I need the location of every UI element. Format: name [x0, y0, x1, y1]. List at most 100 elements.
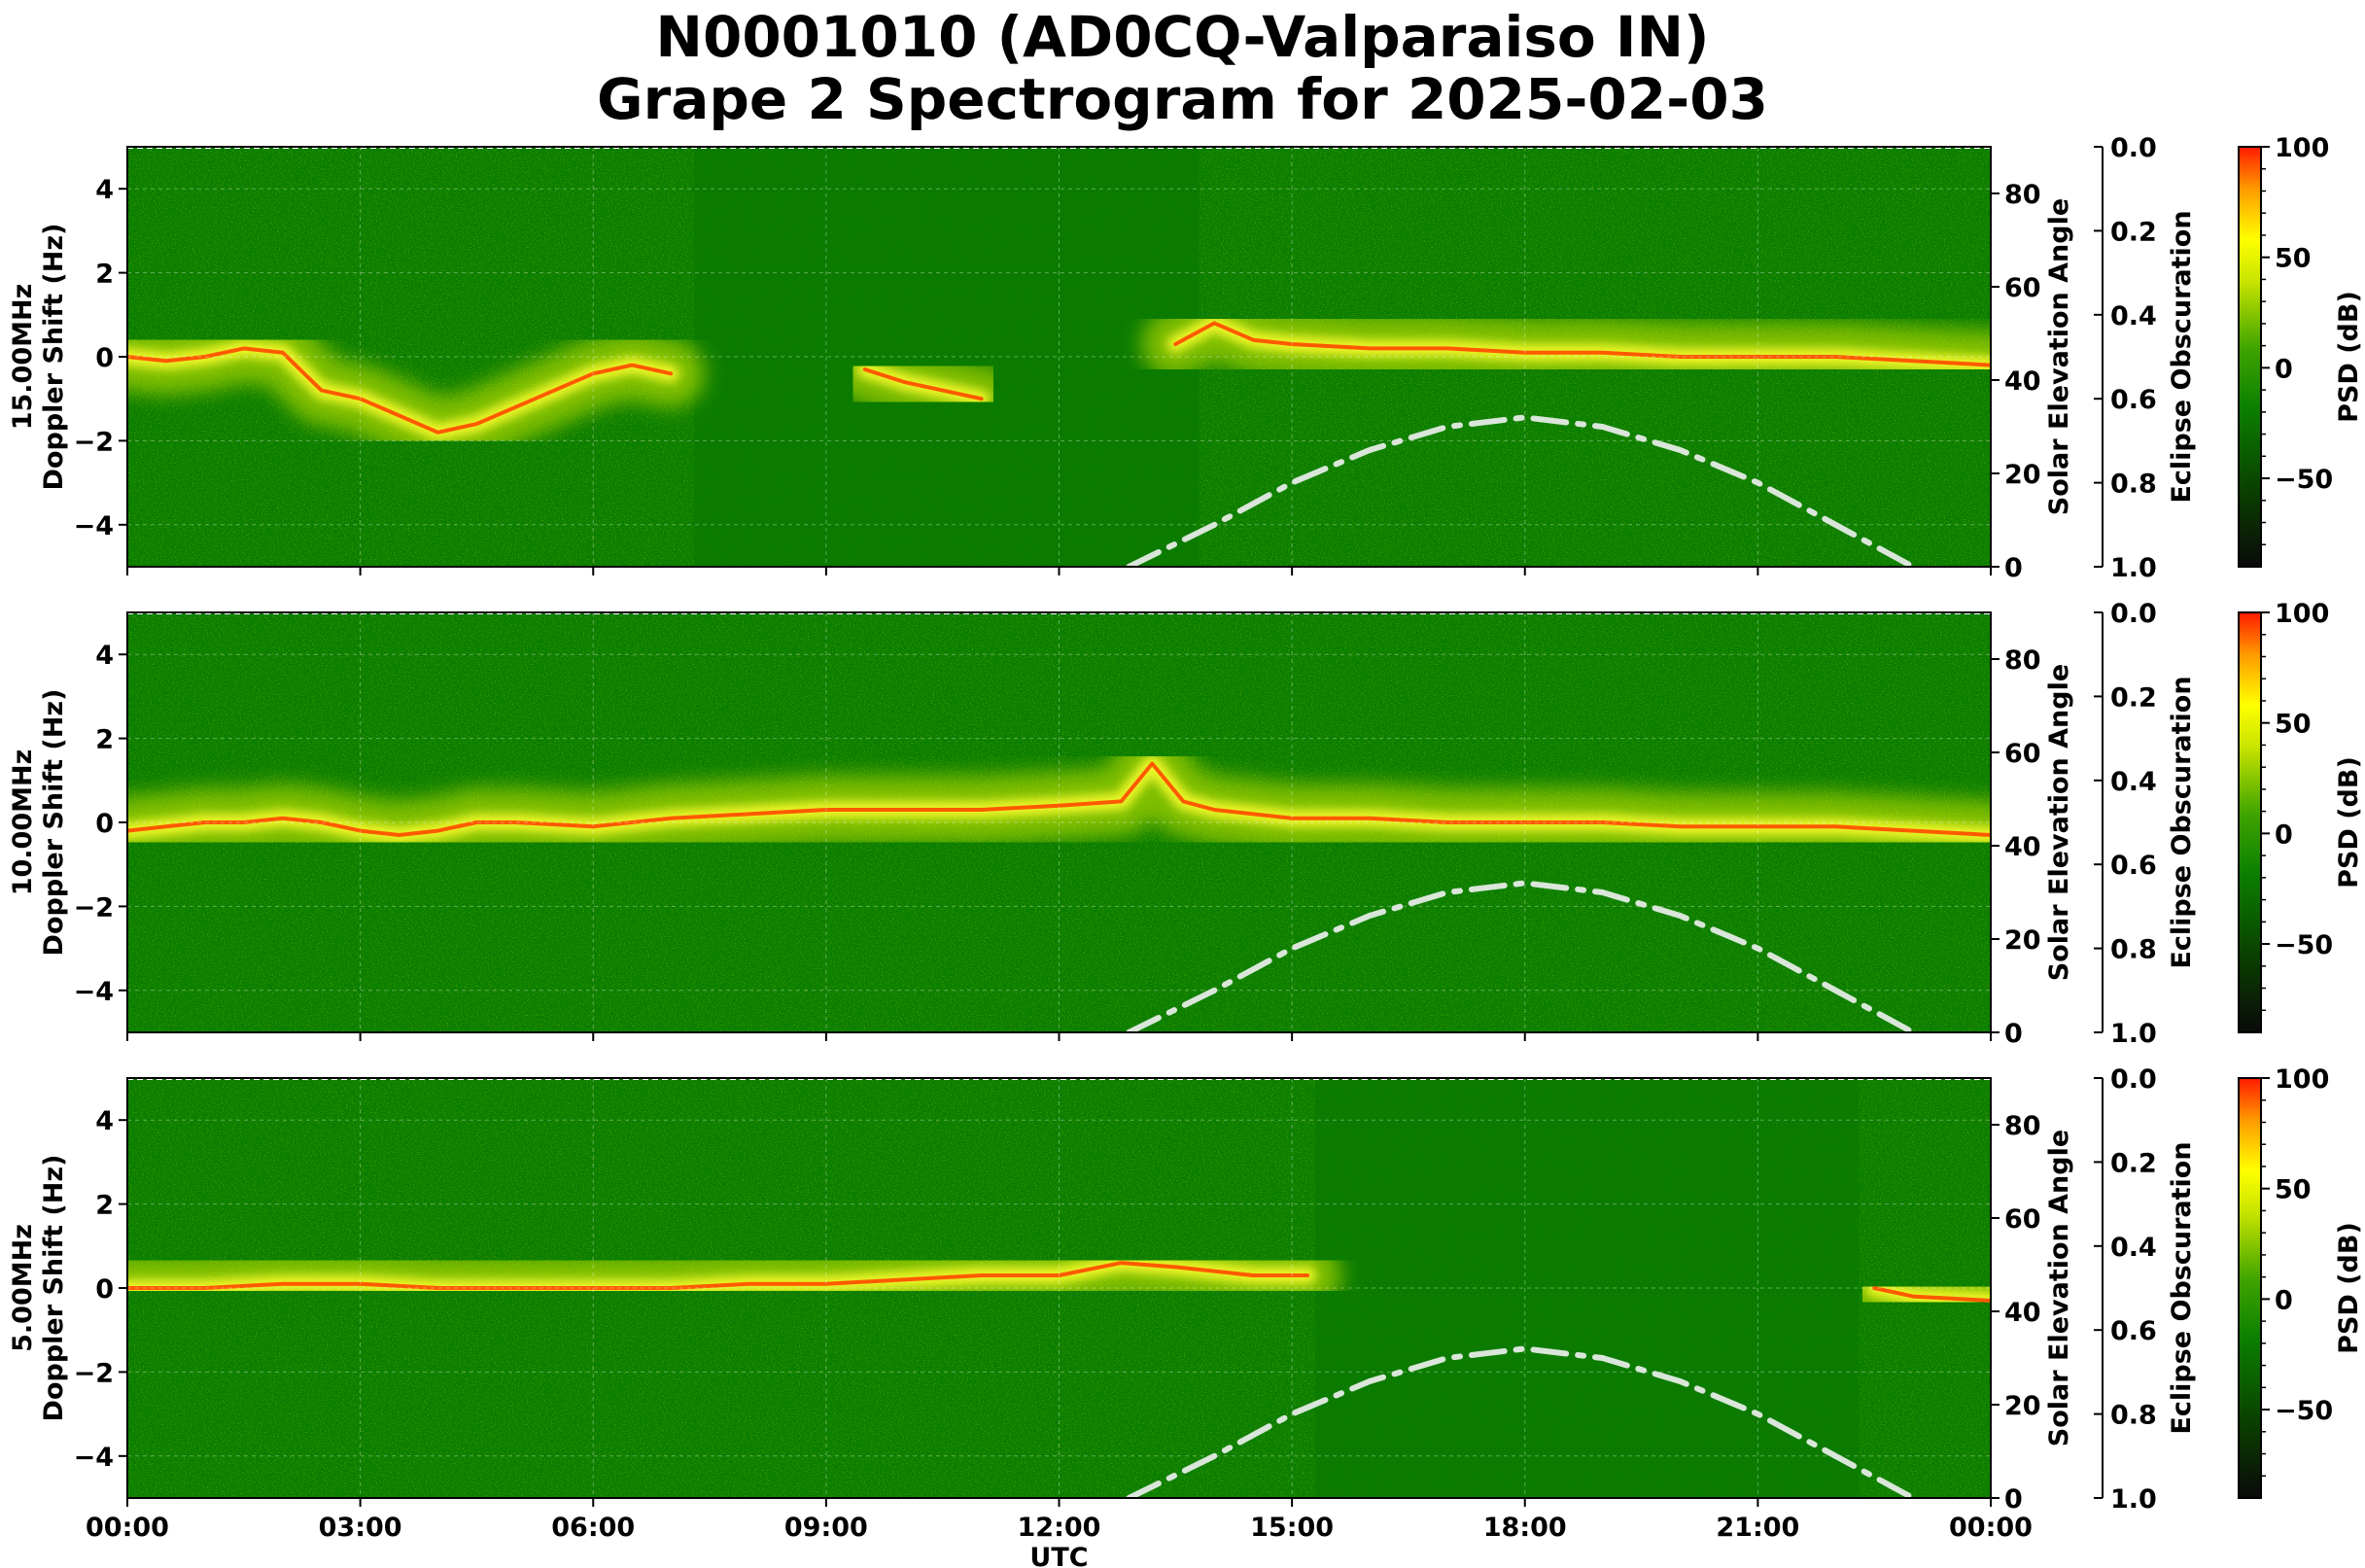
colorbar-tick-label: −50 — [2275, 930, 2333, 960]
eclipse-tick-label: 0.8 — [2110, 935, 2157, 965]
solar-tick-label: 40 — [2004, 366, 2041, 397]
solar-elevation-label: Solar Elevation Angle — [2044, 198, 2074, 515]
solar-tick-label: 0 — [2004, 1019, 2023, 1049]
eclipse-obscuration-label: Eclipse Obscuration — [2167, 210, 2197, 503]
chart-title-line-2: Grape 2 Spectrogram for 2025-02-03 — [597, 66, 1768, 132]
spectrogram-panel-5.00MHz: 420−2−45.00MHz Doppler Shift (Hz)80604020… — [8, 1064, 2364, 1568]
solar-tick-label: 60 — [2004, 1204, 2041, 1235]
y-tick-label: 4 — [95, 175, 114, 205]
eclipse-tick-label: 0.6 — [2110, 851, 2157, 881]
chart-title-line-1: N0001010 (AD0CQ-Valparaiso IN) — [655, 4, 1710, 70]
solar-elevation-label: Solar Elevation Angle — [2044, 1130, 2074, 1446]
colorbar-tick-label: 100 — [2275, 133, 2329, 163]
solar-tick-label: 0 — [2004, 1484, 2023, 1515]
spectrogram-image — [127, 612, 1991, 1032]
colorbar-tick-label: −50 — [2275, 465, 2333, 495]
spectrogram-image — [127, 1078, 1991, 1498]
colorbar-tick-label: 0 — [2275, 819, 2293, 850]
x-tick-label: 03:00 — [319, 1513, 402, 1543]
y-axis-label-frequency: 15.00MHz — [8, 284, 38, 431]
carrier-trace — [862, 367, 984, 401]
carrier-trace — [1872, 1286, 1991, 1303]
spectrogram-image — [127, 147, 1991, 567]
colorbar-tick-label: 0 — [2275, 354, 2293, 384]
spectrogram-panel-15.00MHz: 420−2−415.00MHz Doppler Shift (Hz)8060402… — [8, 133, 2364, 583]
colorbar-tick-label: 50 — [2275, 710, 2312, 740]
solar-elevation-curve — [1126, 1345, 1917, 1498]
carrier-trace — [127, 1261, 1310, 1290]
eclipse-obscuration-label: Eclipse Obscuration — [2167, 1141, 2197, 1434]
y-axis-label-doppler: Doppler Shift (Hz) — [39, 224, 69, 491]
colorbar — [2238, 611, 2262, 1033]
y-tick-label: −2 — [74, 427, 114, 457]
y-tick-label: 0 — [95, 809, 114, 839]
solar-tick-label: 40 — [2004, 832, 2041, 862]
y-tick-label: 2 — [95, 260, 114, 290]
solar-tick-label: 60 — [2004, 739, 2041, 769]
eclipse-tick-label: 0.2 — [2110, 217, 2157, 247]
eclipse-tick-label: 0.4 — [2110, 301, 2157, 331]
eclipse-tick-label: 0.0 — [2110, 1064, 2157, 1095]
y-tick-label: −4 — [74, 977, 114, 1007]
eclipse-tick-label: 0.0 — [2110, 133, 2157, 163]
eclipse-tick-label: 0.0 — [2110, 599, 2157, 629]
spectrogram-panel-10.00MHz: 420−2−410.00MHz Doppler Shift (Hz)8060402… — [8, 599, 2364, 1049]
solar-elevation-curve — [1126, 414, 1917, 567]
colorbar-label: PSD (dB) — [2334, 756, 2364, 889]
y-tick-label: 0 — [95, 1274, 114, 1305]
x-tick-label: 15:00 — [1250, 1513, 1334, 1543]
colorbar-tick-label: 0 — [2275, 1285, 2293, 1315]
y-tick-label: −4 — [74, 511, 114, 541]
y-tick-label: 4 — [95, 641, 114, 671]
solar-tick-label: 80 — [2004, 645, 2041, 676]
colorbar-tick-label: 50 — [2275, 1175, 2312, 1205]
colorbar — [2238, 146, 2262, 568]
x-axis-label: UTC — [1029, 1543, 1088, 1568]
eclipse-tick-label: 0.4 — [2110, 767, 2157, 797]
eclipse-tick-label: 0.8 — [2110, 1401, 2157, 1431]
solar-elevation-curve — [1126, 880, 1917, 1032]
x-tick-label: 12:00 — [1018, 1513, 1101, 1543]
eclipse-tick-label: 0.6 — [2110, 1316, 2157, 1346]
x-tick-label: 21:00 — [1716, 1513, 1799, 1543]
y-tick-label: −4 — [74, 1443, 114, 1473]
eclipse-tick-label: 1.0 — [2110, 553, 2157, 583]
solar-tick-label: 80 — [2004, 180, 2041, 210]
solar-tick-label: 80 — [2004, 1111, 2041, 1141]
eclipse-tick-label: 0.6 — [2110, 385, 2157, 415]
eclipse-tick-label: 0.8 — [2110, 470, 2157, 500]
solar-tick-label: 20 — [2004, 925, 2041, 956]
x-tick-label: 06:00 — [551, 1513, 635, 1543]
y-axis-label-frequency: 10.00MHz — [8, 749, 38, 896]
solar-tick-label: 0 — [2004, 553, 2023, 583]
solar-tick-label: 40 — [2004, 1298, 2041, 1328]
carrier-trace — [127, 761, 1991, 837]
colorbar-label: PSD (dB) — [2334, 1222, 2364, 1354]
y-axis-label-doppler: Doppler Shift (Hz) — [39, 689, 69, 957]
solar-tick-label: 20 — [2004, 1391, 2041, 1421]
y-tick-label: −2 — [74, 1358, 114, 1388]
colorbar-tick-label: −50 — [2275, 1396, 2333, 1426]
eclipse-tick-label: 1.0 — [2110, 1484, 2157, 1515]
x-tick-label: 00:00 — [1949, 1513, 2033, 1543]
eclipse-tick-label: 0.2 — [2110, 682, 2157, 713]
carrier-trace — [127, 346, 674, 435]
y-tick-label: 0 — [95, 343, 114, 373]
colorbar-tick-label: 100 — [2275, 599, 2329, 629]
solar-tick-label: 20 — [2004, 460, 2041, 490]
colorbar-tick-label: 50 — [2275, 244, 2312, 274]
y-tick-label: 2 — [95, 1191, 114, 1221]
y-axis-label-frequency: 5.00MHz — [8, 1224, 38, 1352]
x-tick-label: 00:00 — [86, 1513, 169, 1543]
x-tick-label: 09:00 — [784, 1513, 868, 1543]
colorbar-label: PSD (dB) — [2334, 291, 2364, 423]
colorbar — [2238, 1077, 2262, 1499]
y-axis-label-doppler: Doppler Shift (Hz) — [39, 1155, 69, 1422]
quiet-interval — [1315, 1078, 1860, 1498]
eclipse-tick-label: 0.2 — [2110, 1148, 2157, 1178]
solar-tick-label: 60 — [2004, 273, 2041, 303]
eclipse-tick-label: 1.0 — [2110, 1019, 2157, 1049]
y-tick-label: −2 — [74, 892, 114, 923]
colorbar-tick-label: 100 — [2275, 1064, 2329, 1095]
